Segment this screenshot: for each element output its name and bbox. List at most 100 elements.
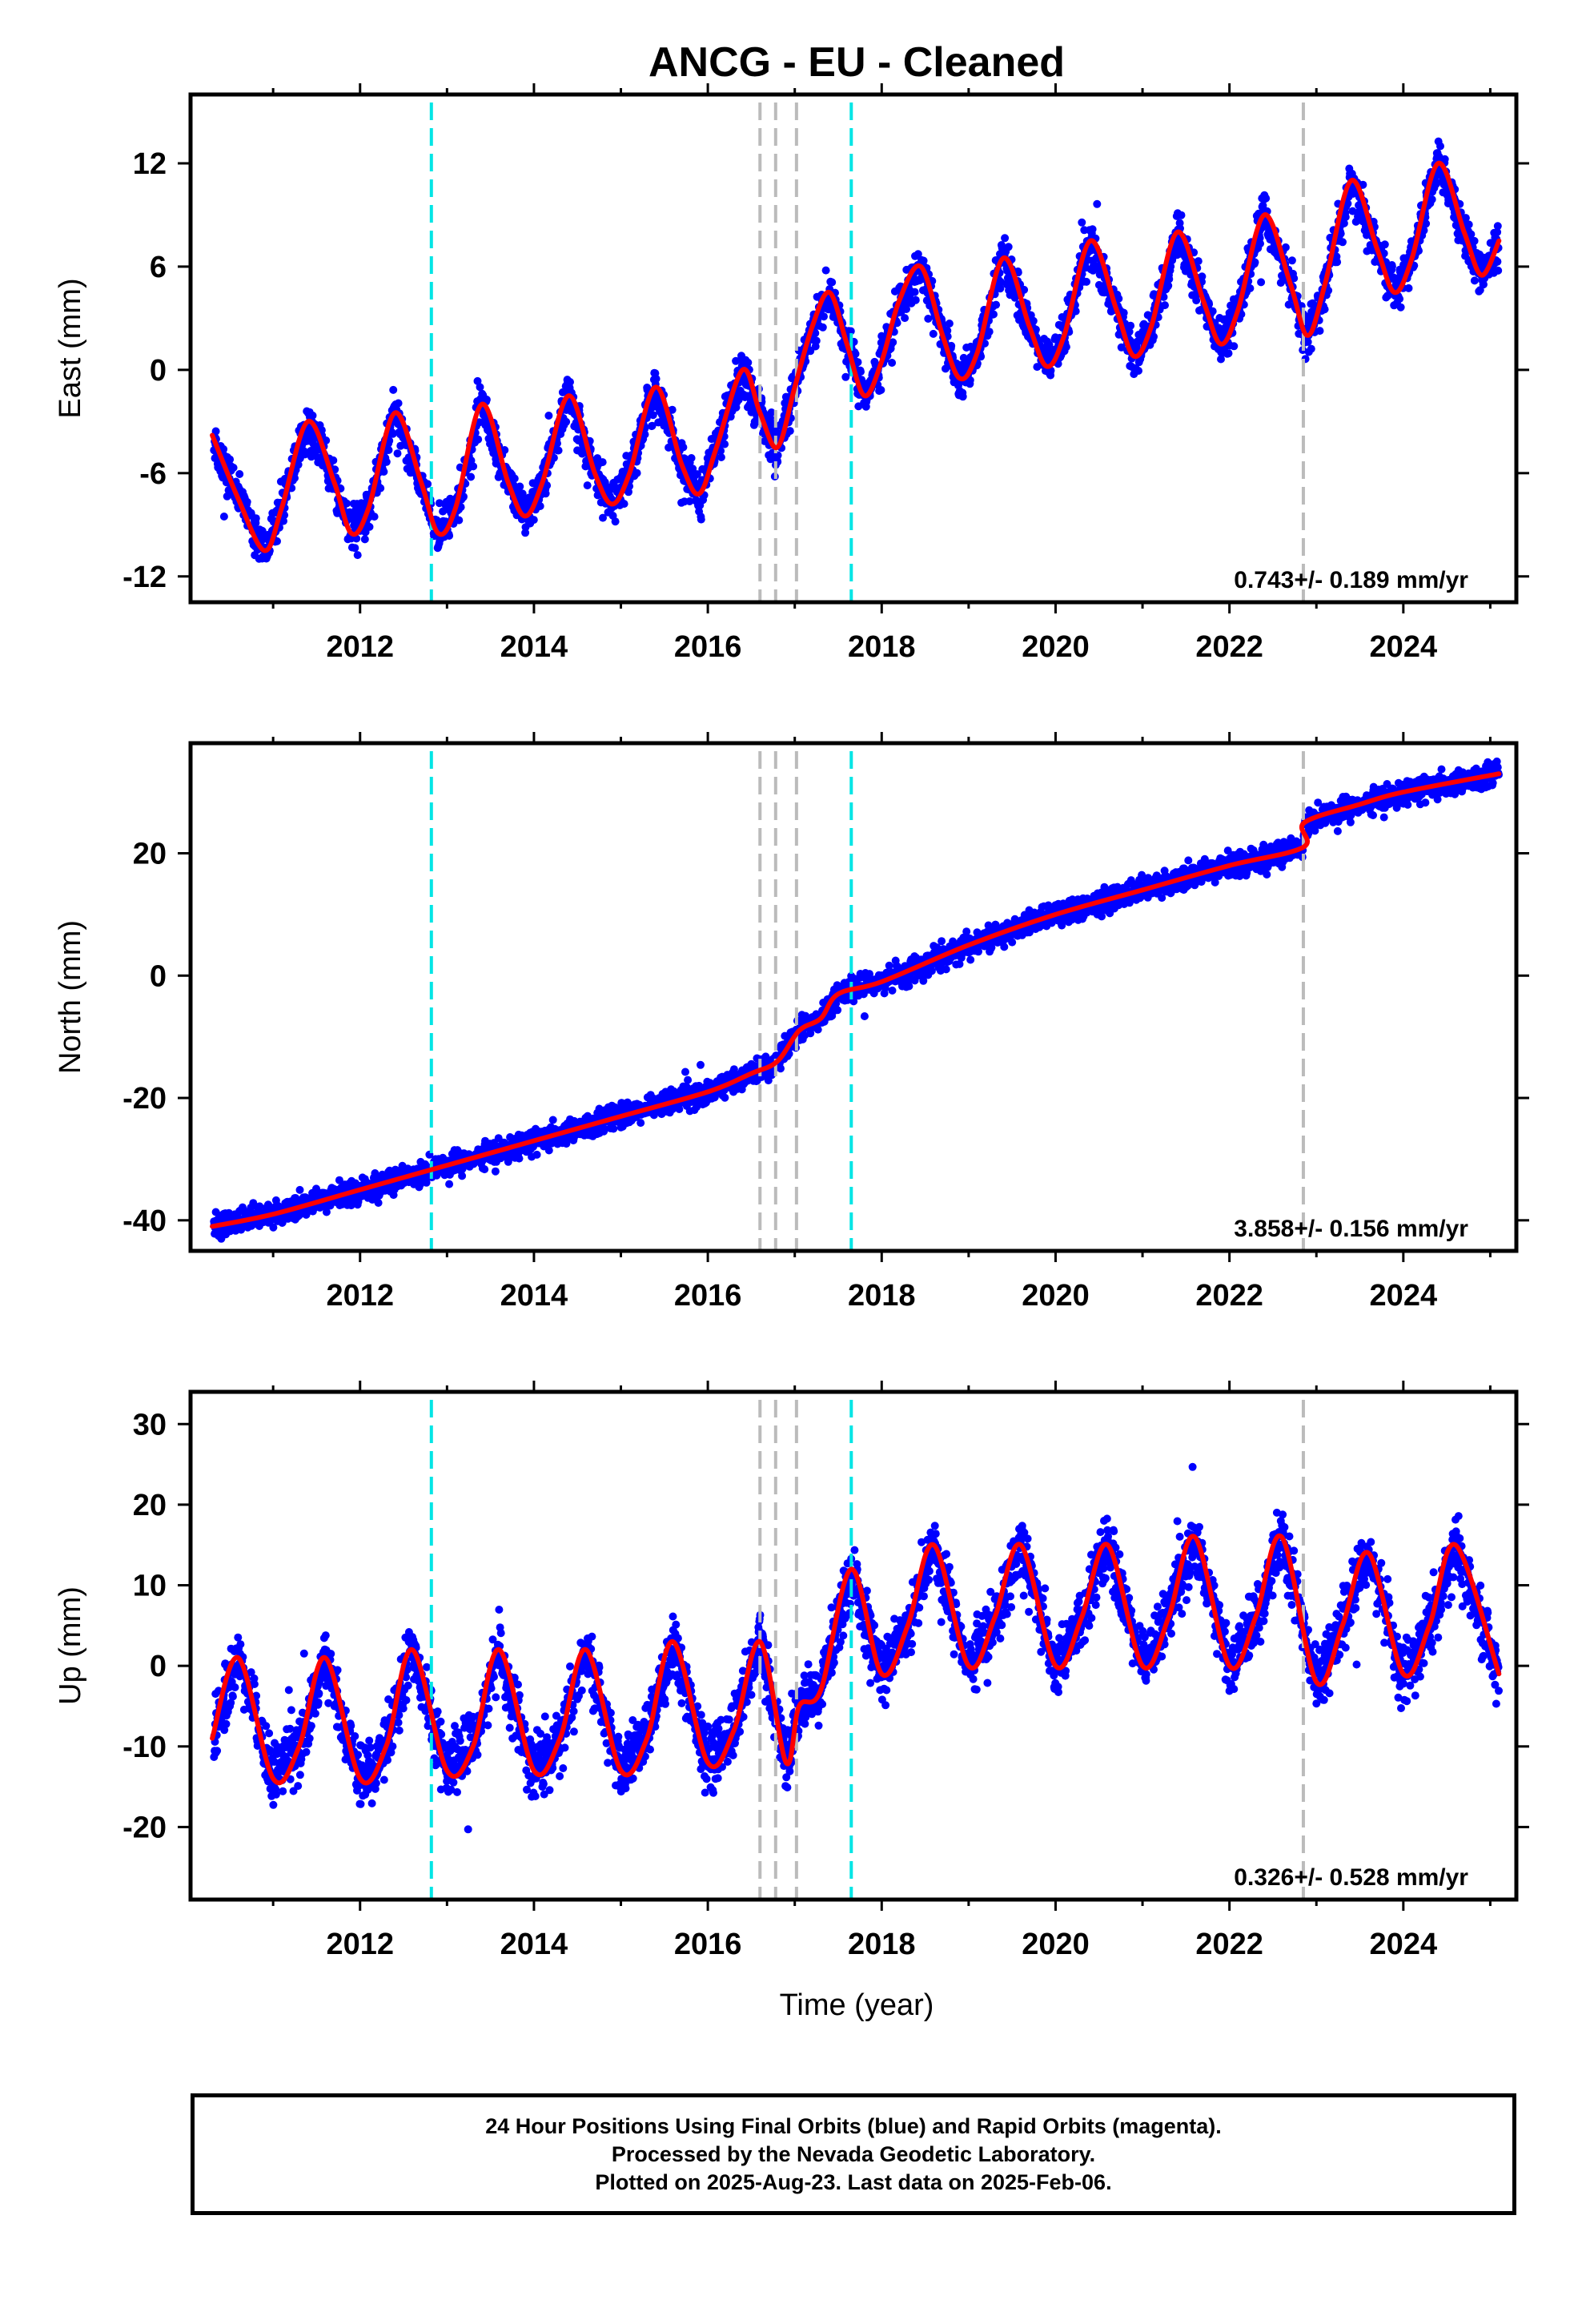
data-point <box>1333 258 1342 267</box>
data-point <box>543 481 552 490</box>
data-point <box>1071 307 1080 316</box>
data-point <box>1480 280 1488 289</box>
data-point <box>562 417 571 426</box>
data-point <box>370 513 379 521</box>
data-point <box>360 535 369 544</box>
y-tick-label: -6 <box>139 457 167 491</box>
data-point <box>1078 218 1086 227</box>
data-point <box>1088 225 1097 234</box>
data-point <box>818 323 827 332</box>
x-tick-label: 2014 <box>500 630 568 664</box>
data-point <box>211 427 220 436</box>
data-point <box>1126 321 1135 330</box>
data-point <box>445 532 454 540</box>
data-point <box>374 1199 383 1207</box>
data-point <box>966 376 974 384</box>
data-point <box>500 446 509 454</box>
y-tick-label: 12 <box>133 147 167 181</box>
data-point <box>841 372 850 381</box>
data-point <box>1470 276 1479 285</box>
data-point <box>1251 258 1259 267</box>
data-point <box>384 446 393 454</box>
data-point <box>1363 231 1371 239</box>
data-point <box>301 450 309 459</box>
data-points <box>210 137 1503 563</box>
data-point <box>744 358 753 367</box>
data-point <box>851 349 860 358</box>
data-point <box>1336 229 1345 238</box>
data-point <box>609 1124 618 1133</box>
data-point <box>919 256 928 265</box>
data-point <box>1020 285 1029 294</box>
data-point <box>308 411 317 420</box>
x-tick-label: 2018 <box>848 630 916 664</box>
data-point <box>1246 284 1255 292</box>
data-point <box>544 1146 553 1155</box>
data-point <box>1343 199 1352 208</box>
data-point <box>1119 308 1128 317</box>
data-point <box>1290 274 1299 283</box>
x-tick-label: 2022 <box>1195 630 1263 664</box>
data-point <box>877 386 885 394</box>
y-tick-label: 6 <box>150 251 167 284</box>
data-point <box>1359 180 1367 189</box>
data-point <box>1348 207 1357 215</box>
data-point <box>697 515 705 524</box>
data-point <box>243 497 251 506</box>
y-tick-label: -12 <box>122 561 167 594</box>
data-point <box>717 447 725 455</box>
data-point <box>424 480 432 489</box>
data-point <box>393 449 402 458</box>
data-point <box>1464 220 1473 229</box>
figure-title: ANCG - EU - Cleaned <box>648 39 1065 86</box>
data-point <box>687 454 696 462</box>
data-point <box>632 468 641 477</box>
data-point <box>491 1167 500 1176</box>
data-point <box>812 336 821 345</box>
data-point <box>1419 226 1428 235</box>
data-point <box>343 499 351 508</box>
data-point <box>675 1105 684 1113</box>
data-point <box>857 368 865 376</box>
data-point <box>476 383 484 392</box>
data-point <box>985 328 994 336</box>
data-point <box>1422 219 1431 228</box>
data-point <box>1281 243 1290 251</box>
velocity-label: 0.743+/- 0.189 mm/yr <box>1234 567 1468 593</box>
data-point <box>929 329 938 338</box>
data-point <box>924 315 933 323</box>
data-point <box>945 320 954 328</box>
data-point <box>1467 230 1476 239</box>
data-point <box>1164 281 1173 290</box>
data-point <box>611 517 620 526</box>
data-point <box>1194 257 1203 266</box>
data-point <box>322 1208 331 1216</box>
data-point <box>1161 301 1169 310</box>
data-point <box>1320 305 1329 314</box>
data-point <box>648 411 657 420</box>
panel-north: 2012 2014 2016 2018 2020 2022 2024-40-20020Nor… <box>54 732 1529 1313</box>
data-point <box>351 544 359 553</box>
data-point <box>1208 307 1217 316</box>
data-point <box>554 446 563 455</box>
data-point <box>1436 142 1444 151</box>
data-point <box>379 468 388 476</box>
data-point <box>458 1172 467 1180</box>
data-point <box>510 474 519 483</box>
data-point <box>516 482 524 491</box>
data-point <box>888 359 897 367</box>
data-point <box>294 460 303 469</box>
data-point <box>1177 211 1186 219</box>
plot-frame <box>188 92 1519 605</box>
data-point <box>1093 199 1102 208</box>
data-point <box>992 300 1001 309</box>
data-point <box>910 287 919 296</box>
data-point <box>1431 179 1440 188</box>
data-point <box>820 312 828 321</box>
data-point <box>1287 256 1296 265</box>
data-point <box>1262 194 1271 203</box>
data-point <box>515 1154 524 1163</box>
data-point <box>482 396 491 404</box>
data-point <box>902 305 910 313</box>
data-point <box>460 493 468 501</box>
